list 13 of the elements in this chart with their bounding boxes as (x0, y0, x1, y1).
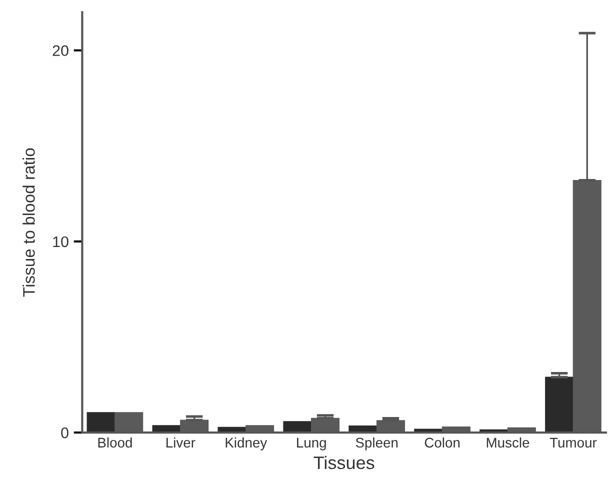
x-tick-label: Spleen (356, 437, 398, 450)
y-axis-title: Tissue to blood ratio (22, 148, 35, 297)
x-tick-label: Tumour (550, 438, 597, 448)
x-tick-label: Muscle (486, 437, 530, 448)
x-axis-title: Tissues (314, 456, 374, 470)
x-tick-label: Lung (297, 438, 326, 450)
y-tick-label: 10 (53, 236, 68, 248)
x-tick-label: Colon (424, 437, 460, 448)
y-tick-label: 20 (52, 45, 68, 56)
x-tick-label: Liver (166, 437, 196, 448)
x-tick-label: Kidney (226, 437, 268, 450)
y-tick-label: 0 (61, 427, 68, 438)
x-tick-label: Blood (98, 437, 132, 448)
